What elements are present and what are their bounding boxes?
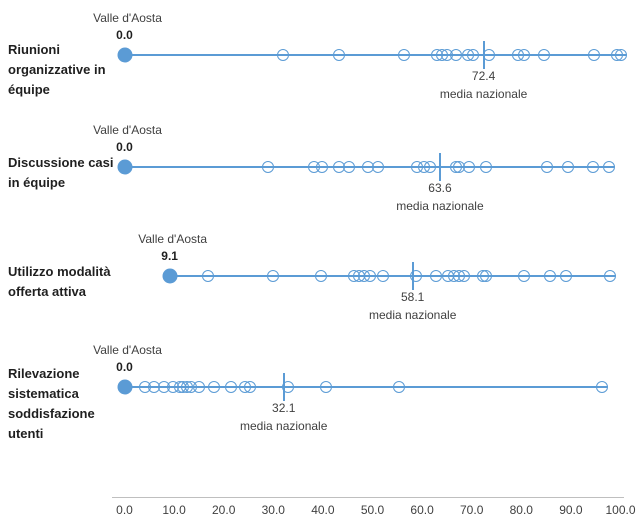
region-point (423, 161, 436, 173)
region-point (483, 49, 496, 61)
region-point (192, 381, 205, 393)
region-point (266, 270, 279, 282)
row-label-rilevazione: Rilevazione sistematica soddisfazione ut… (8, 366, 95, 441)
region-point (243, 381, 256, 393)
row-label-discussione: Discussione casi in équipe (8, 155, 114, 190)
region-point (371, 161, 384, 173)
region-point (540, 161, 553, 173)
region-point (595, 381, 608, 393)
region-point (207, 381, 220, 393)
media-nazionale-label: media nazionale (439, 87, 528, 101)
media-nazionale-label: media nazionale (240, 419, 328, 433)
valle-daosta-value: 0.0 (116, 28, 133, 42)
region-point (398, 49, 411, 61)
valle-daosta-label: Valle d'Aosta (93, 343, 162, 357)
valle-daosta-point (117, 159, 132, 175)
region-point (562, 161, 575, 173)
region-point (450, 49, 463, 61)
valle-daosta-label: Valle d'Aosta (93, 123, 162, 137)
region-point (587, 161, 600, 173)
valle-daosta-point (117, 47, 132, 63)
region-point (315, 161, 328, 173)
x-axis-tick-label: 40.0 (311, 503, 335, 517)
region-point (363, 270, 376, 282)
region-point (560, 270, 573, 282)
valle-daosta-point (162, 268, 178, 284)
valle-daosta-value: 9.1 (161, 249, 178, 263)
valle-daosta-point (117, 379, 132, 395)
x-axis-tick-label: 20.0 (212, 503, 236, 517)
media-nazionale-value: 32.1 (272, 401, 296, 415)
region-point (518, 270, 531, 282)
x-axis-tick-label: 100.0 (605, 503, 636, 517)
x-axis-tick-label: 60.0 (410, 503, 434, 517)
region-point (467, 49, 480, 61)
region-point (458, 270, 471, 282)
media-nazionale-label: media nazionale (396, 199, 484, 213)
region-point (462, 161, 475, 173)
series-line (124, 386, 607, 388)
region-point (224, 381, 237, 393)
region-point (543, 270, 556, 282)
valle-daosta-value: 0.0 (116, 140, 133, 154)
media-nazionale-label: media nazionale (368, 308, 457, 322)
region-point (410, 270, 423, 282)
region-point (314, 270, 327, 282)
media-nazionale-tick (438, 153, 441, 181)
region-point (276, 49, 289, 61)
region-point (319, 381, 332, 393)
region-point (614, 49, 627, 61)
region-point (480, 270, 493, 282)
x-axis-tick-label: 70.0 (460, 503, 484, 517)
region-point (393, 381, 406, 393)
region-point (518, 49, 531, 61)
valle-daosta-label: Valle d'Aosta (138, 232, 208, 246)
x-axis-tick-label: 50.0 (360, 503, 385, 517)
region-point (538, 49, 551, 61)
region-point (261, 161, 274, 173)
region-point (332, 49, 345, 61)
media-nazionale-value: 63.6 (428, 181, 452, 195)
region-point (201, 270, 214, 282)
media-nazionale-value: 58.1 (400, 290, 425, 304)
x-axis-tick-label: 90.0 (559, 503, 583, 517)
series-line (169, 275, 615, 277)
region-point (588, 49, 601, 61)
region-point (343, 161, 356, 173)
media-nazionale-value: 72.4 (471, 69, 496, 83)
x-axis-tick-label: 0.0 (116, 503, 133, 517)
valle-daosta-label: Valle d'Aosta (93, 11, 162, 25)
region-point (429, 270, 442, 282)
x-axis-tick-label: 30.0 (261, 503, 285, 517)
x-axis-tick-label: 10.0 (162, 503, 186, 517)
row-label-utilizzo: Utilizzo modalità offerta attiva (8, 264, 111, 299)
region-point (281, 381, 294, 393)
row-label-riunioni: Riunioni organizzative in équipe (8, 42, 106, 97)
valle-daosta-value: 0.0 (116, 360, 133, 374)
x-axis-tick-label: 80.0 (509, 503, 533, 517)
region-point (376, 270, 389, 282)
x-axis-line (112, 497, 624, 498)
series-line (124, 54, 626, 56)
region-point (603, 270, 616, 282)
region-point (479, 161, 492, 173)
region-point (602, 161, 615, 173)
